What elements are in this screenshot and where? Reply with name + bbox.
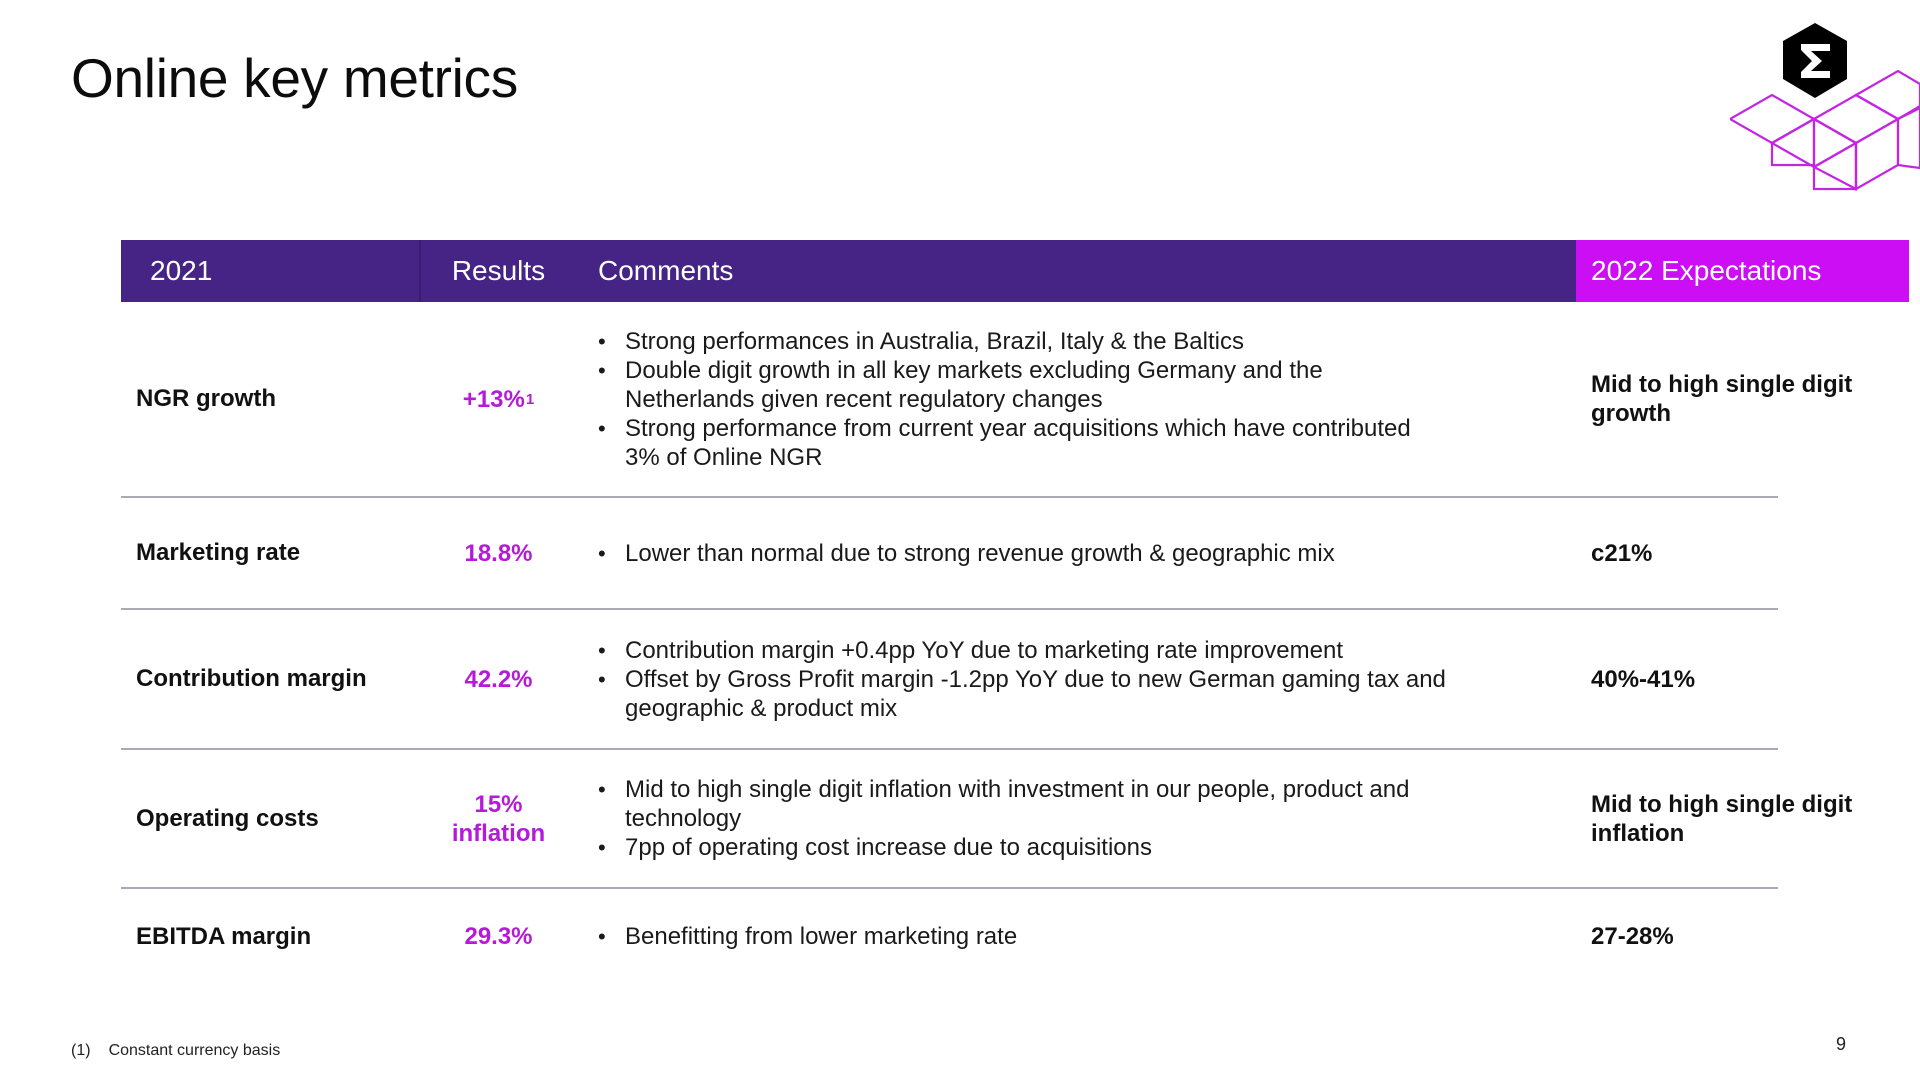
metric-comments: Benefitting from lower marketing rate	[576, 889, 1576, 984]
comment-item: 7pp of operating cost increase due to ac…	[598, 833, 1448, 862]
sigma-logo-icon	[1730, 23, 1920, 191]
metric-label: Operating costs	[136, 804, 319, 832]
metric-result: 29.3%	[464, 923, 533, 950]
metric-comments: Contribution margin +0.4pp YoY due to ma…	[576, 610, 1576, 748]
result-value: 15% inflation	[451, 790, 546, 847]
metric-expectation: 27-28%	[1591, 923, 1674, 950]
header-year: 2021	[121, 240, 421, 302]
comment-item: Double digit growth in all key markets e…	[598, 356, 1448, 414]
metric-label: EBITDA margin	[136, 922, 312, 950]
metric-expectation: Mid to high single digit growth	[1591, 371, 1853, 427]
comment-item: Strong performances in Australia, Brazil…	[598, 327, 1448, 356]
footnote-text: Constant currency basis	[108, 1042, 281, 1059]
metric-label: Marketing rate	[136, 539, 301, 566]
metric-result: +13% 1	[421, 302, 576, 496]
metric-expectation: c21%	[1591, 539, 1653, 567]
header-results: Results	[421, 240, 576, 302]
page-number: 9	[1836, 1034, 1847, 1054]
table-row: Contribution margin 42.2% Contribution m…	[121, 610, 1778, 750]
metric-expectation: Mid to high single digit inflation	[1591, 790, 1853, 847]
metric-expectation: 40%-41%	[1591, 665, 1696, 693]
table-row: Operating costs 15% inflation Mid to hig…	[121, 750, 1852, 889]
comment-item: Offset by Gross Profit margin -1.2pp YoY…	[598, 665, 1448, 723]
metric-result: 18.8%	[464, 539, 533, 567]
lattice-icon	[1730, 69, 1920, 191]
table-header: 2021 Results Comments 2022 Expectations	[121, 240, 1909, 302]
header-comments: Comments	[576, 240, 1576, 302]
metrics-table: 2021 Results Comments 2022 Expectations …	[121, 240, 1909, 984]
table-row: NGR growth +13%1 Strong performances in …	[121, 302, 1852, 498]
comment-item: Strong performance from current year acq…	[598, 414, 1448, 472]
table-row: Marketing rate 18.8% Lower than normal d…	[121, 498, 1778, 610]
slide-title: Online key metrics	[71, 47, 518, 109]
metric-label: Contribution margin	[136, 665, 367, 692]
metric-result: 42.2%	[464, 665, 533, 693]
footnote: (1) Constant currency basis	[71, 1042, 280, 1060]
metric-comments: Lower than normal due to strong revenue …	[576, 498, 1576, 608]
table-row: EBITDA margin 29.3% Benefitting from low…	[121, 889, 1778, 984]
metric-label: NGR growth	[136, 385, 276, 412]
footnote-marker: 1	[525, 390, 535, 408]
comment-item: Mid to high single digit inflation with …	[598, 775, 1448, 833]
comment-item: Contribution margin +0.4pp YoY due to ma…	[598, 636, 1448, 665]
header-expectations: 2022 Expectations	[1576, 240, 1909, 302]
comment-item: Lower than normal due to strong revenue …	[598, 539, 1448, 568]
result-value: +13%	[462, 385, 525, 413]
metric-result: 15% inflation	[421, 750, 576, 887]
footnote-number: (1)	[71, 1042, 91, 1059]
metric-comments: Strong performances in Australia, Brazil…	[576, 302, 1576, 496]
comment-item: Benefitting from lower marketing rate	[598, 922, 1448, 951]
metric-comments: Mid to high single digit inflation with …	[576, 750, 1576, 887]
sigma-icon	[1783, 23, 1847, 98]
